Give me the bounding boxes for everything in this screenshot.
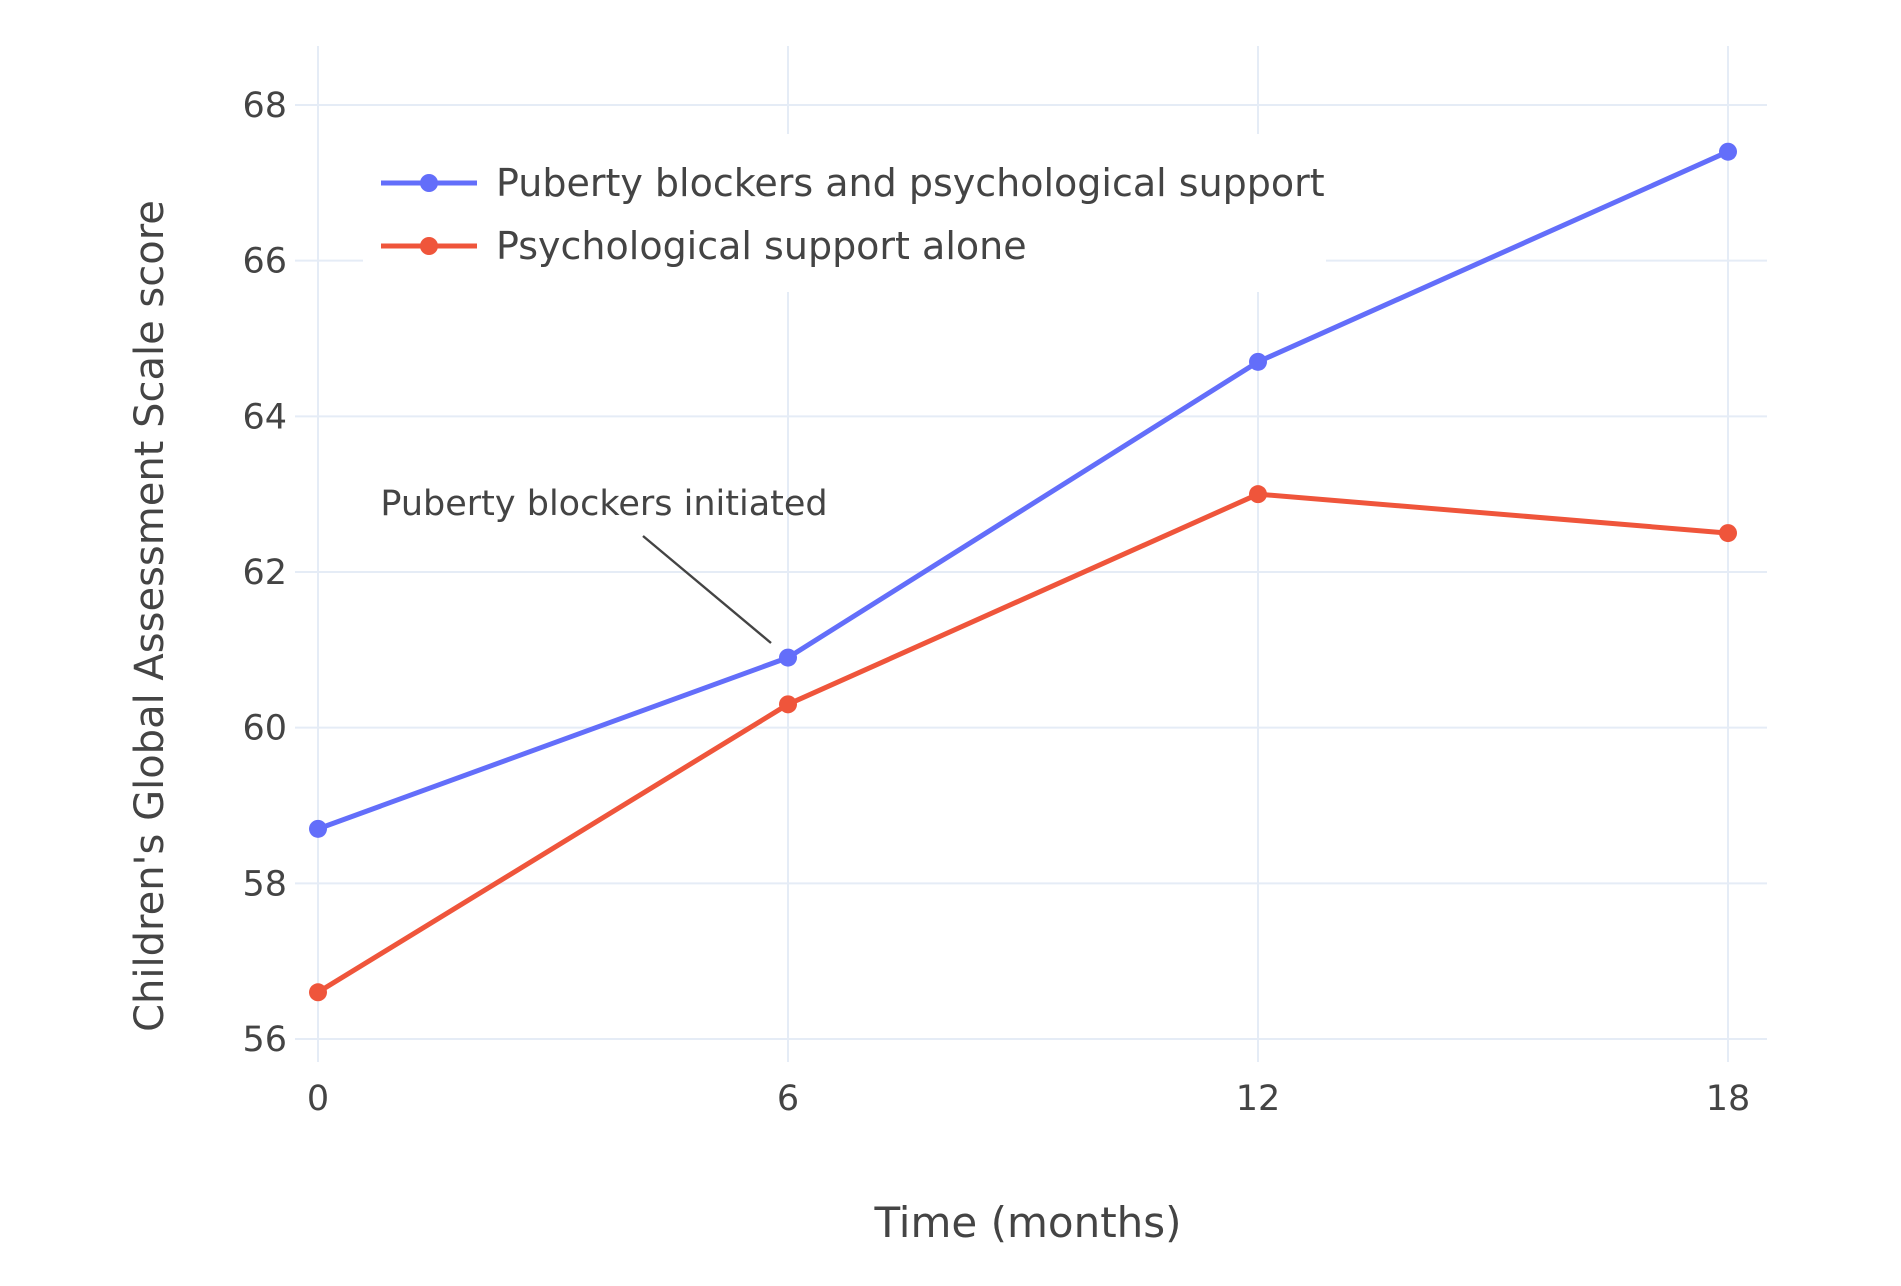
y-tick-label: 64 xyxy=(242,397,287,437)
data-point xyxy=(779,648,797,667)
data-point xyxy=(779,695,797,714)
x-tick-label: 6 xyxy=(777,1079,799,1119)
data-point xyxy=(1249,352,1267,371)
x-tick-label: 12 xyxy=(1236,1079,1281,1119)
data-point xyxy=(1719,524,1737,543)
legend-label: Psychological support alone xyxy=(496,224,1027,268)
y-axis-title: Children's Global Assessment Scale score xyxy=(127,200,173,1032)
y-tick-label: 62 xyxy=(242,553,287,593)
y-tick-labels: 56 58 60 62 64 66 68 xyxy=(242,86,287,1060)
x-tick-label: 18 xyxy=(1706,1079,1751,1119)
y-tick-label: 60 xyxy=(242,709,287,749)
legend-label: Puberty blockers and psychological suppo… xyxy=(496,161,1325,205)
annotation-arrow xyxy=(642,535,772,644)
data-point xyxy=(309,983,327,1002)
annotation: Puberty blockers initiated xyxy=(380,484,828,644)
x-tick-labels: 0 6 12 18 xyxy=(307,1079,1750,1119)
y-tick-label: 58 xyxy=(242,864,287,904)
x-tick-label: 0 xyxy=(307,1079,329,1119)
y-tick-label: 66 xyxy=(242,242,287,282)
legend[interactable]: Puberty blockers and psychological suppo… xyxy=(363,134,1326,292)
y-tick-label: 68 xyxy=(242,86,287,126)
legend-background xyxy=(363,134,1326,292)
x-axis-title: Time (months) xyxy=(873,1198,1181,1247)
legend-marker xyxy=(420,174,438,192)
series-layer xyxy=(309,142,1737,1002)
y-tick-label: 56 xyxy=(242,1020,287,1060)
annotation-text: Puberty blockers initiated xyxy=(380,484,827,524)
data-point xyxy=(1719,142,1737,161)
series-line-0 xyxy=(317,149,1730,832)
data-point xyxy=(309,819,327,838)
series-line-1 xyxy=(316,491,1729,995)
data-point xyxy=(1249,485,1267,504)
legend-marker xyxy=(420,237,438,255)
